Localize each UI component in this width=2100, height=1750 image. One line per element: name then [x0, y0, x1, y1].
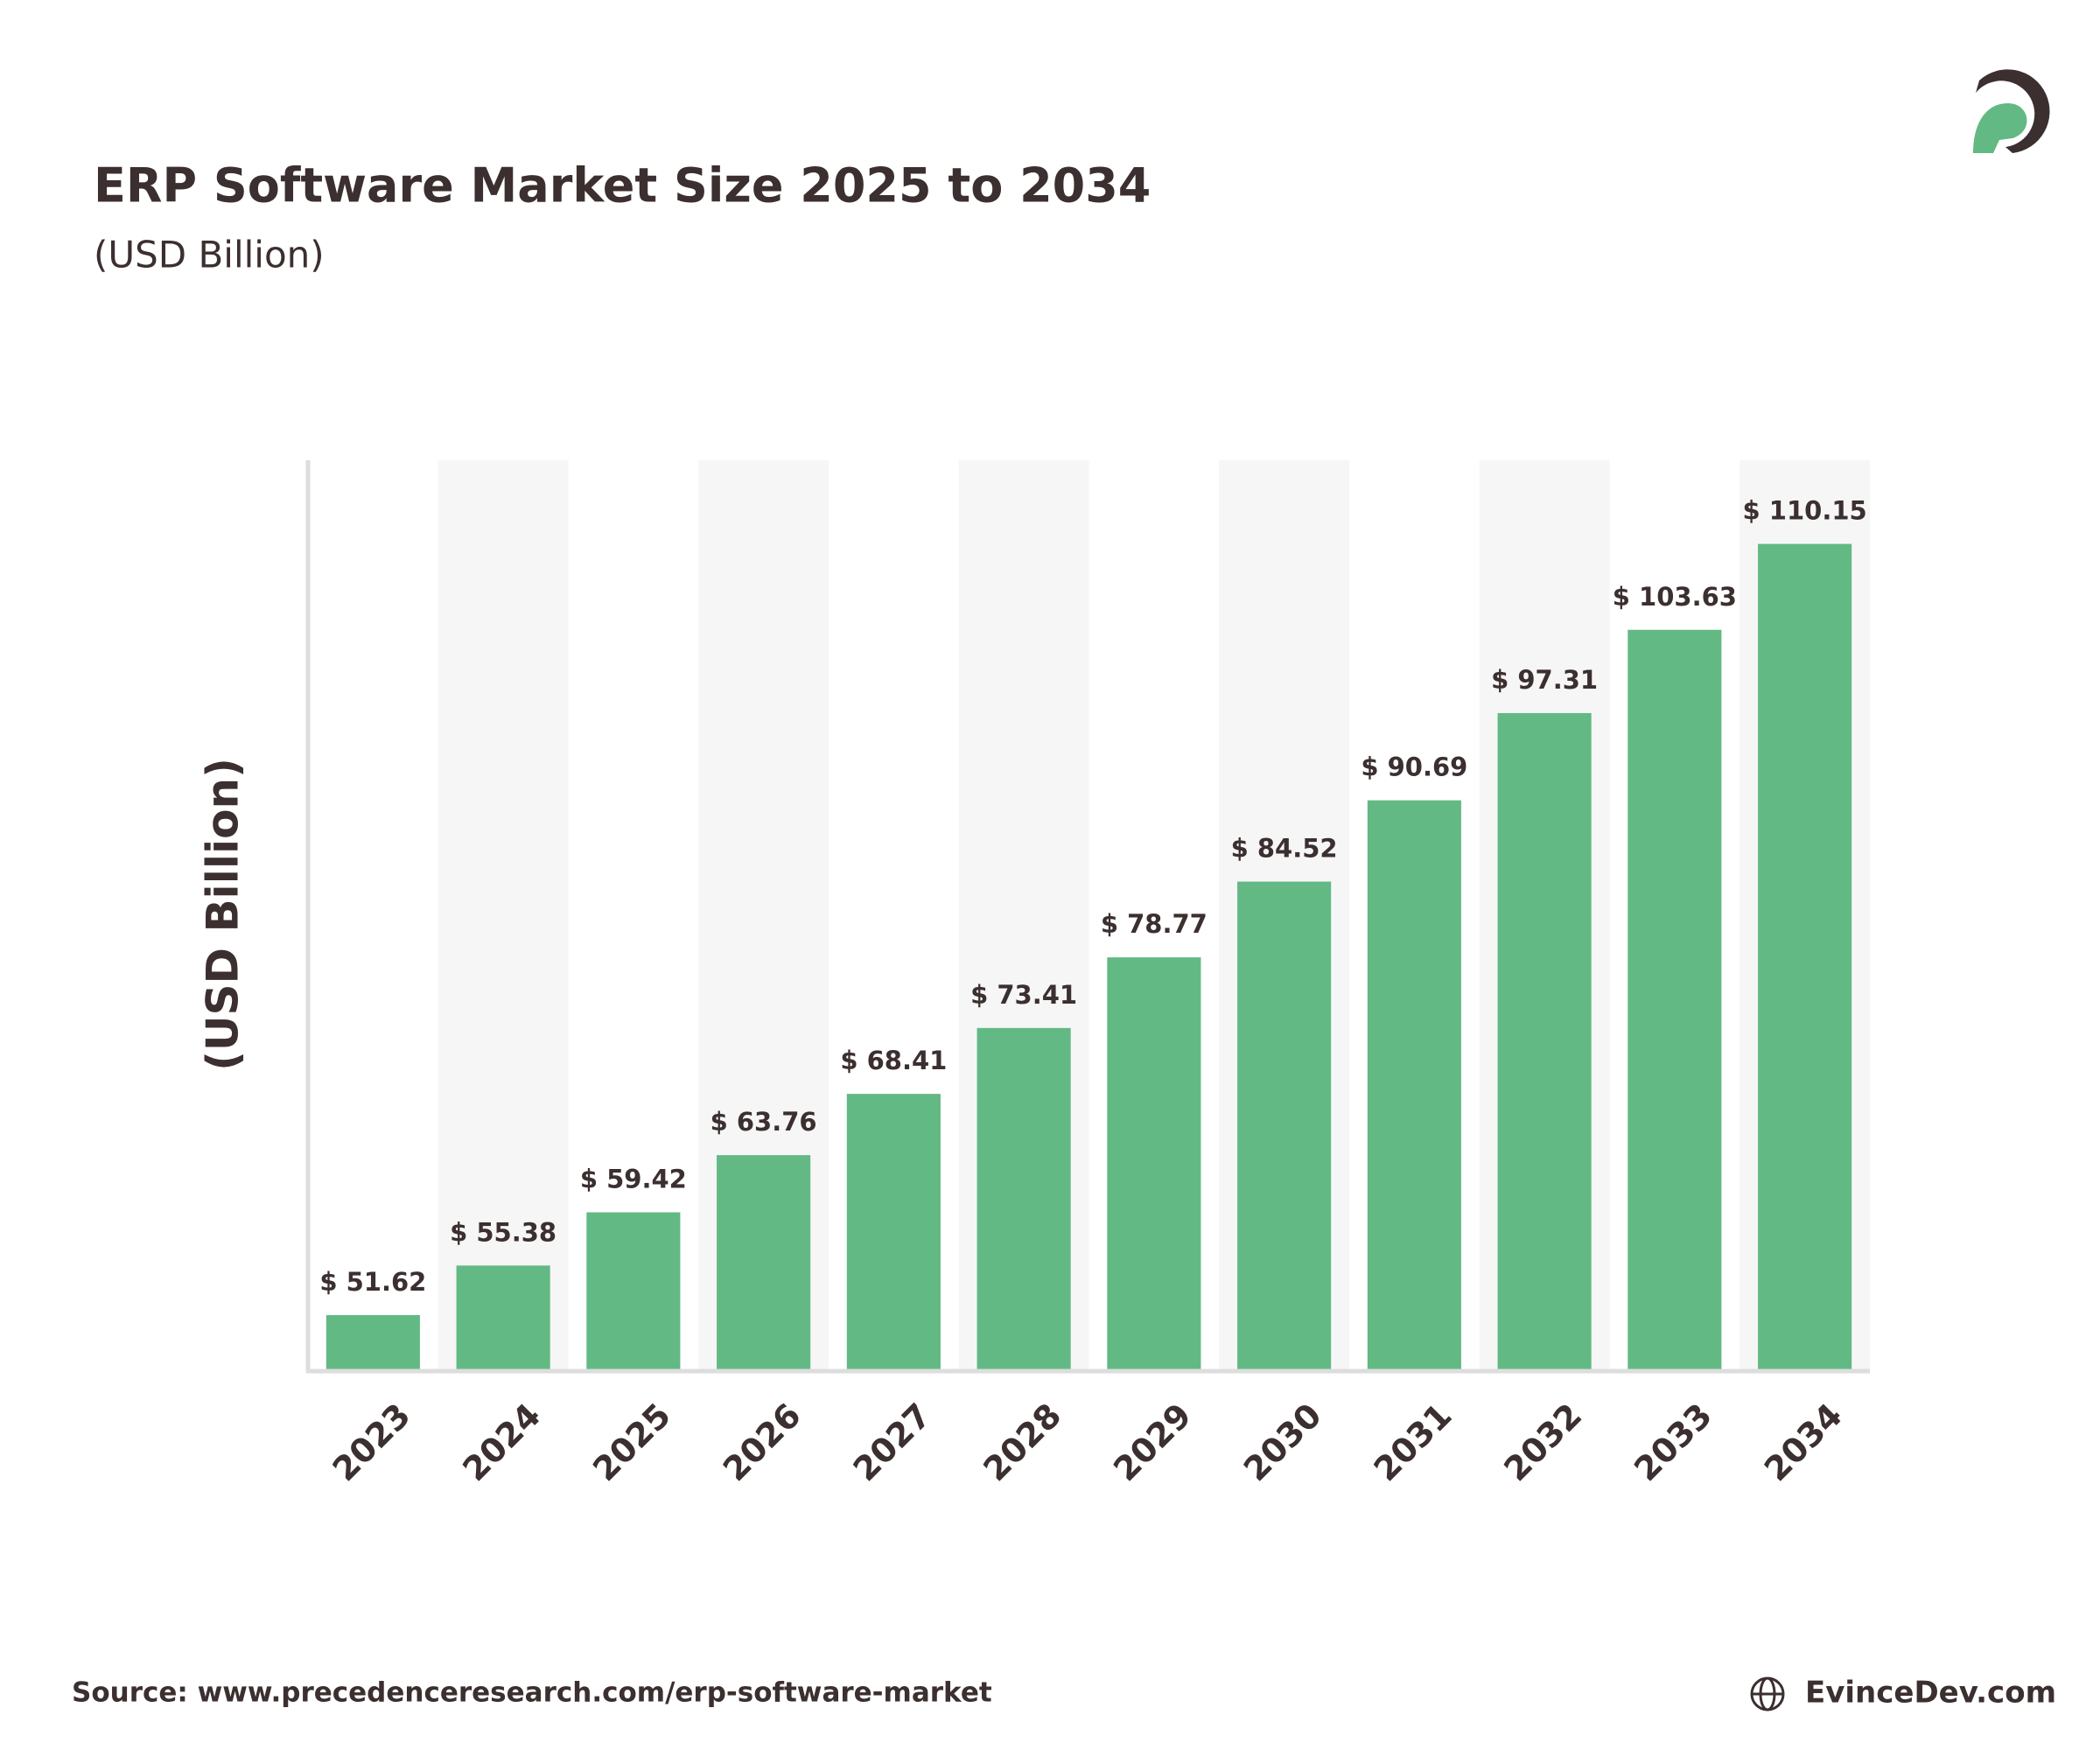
bar — [1237, 881, 1332, 1369]
value-label: $ 103.63 — [1613, 582, 1737, 612]
value-label: $ 90.69 — [1361, 752, 1467, 782]
value-label: $ 97.31 — [1491, 665, 1598, 695]
globe-icon — [1750, 1676, 1785, 1712]
chart-subtitle: (USD Billion) — [94, 234, 325, 276]
source-note: Source: www.precedenceresearch.com/erp-s… — [72, 1677, 992, 1709]
chart-title: ERP Software Market Size 2025 to 2034 — [94, 158, 1151, 214]
x-tick-label: 2032 — [1496, 1396, 1589, 1488]
value-label: $ 51.62 — [319, 1267, 426, 1297]
x-tick-label: 2033 — [1627, 1396, 1719, 1488]
bar — [846, 1094, 941, 1369]
value-label: $ 110.15 — [1743, 496, 1867, 526]
bar — [456, 1265, 550, 1369]
bar — [976, 1027, 1071, 1369]
x-tick-label: 2029 — [1106, 1396, 1199, 1488]
bar — [717, 1155, 811, 1369]
band-shade — [438, 460, 569, 1369]
x-tick-label: 2024 — [455, 1396, 548, 1488]
bar — [1107, 957, 1201, 1369]
x-tick-label: 2034 — [1757, 1396, 1850, 1488]
y-axis-label: (USD Billion) — [198, 758, 248, 1071]
bar — [586, 1212, 681, 1369]
x-tick-label: 2030 — [1236, 1396, 1329, 1488]
bar — [326, 1314, 420, 1369]
value-label: $ 55.38 — [450, 1217, 556, 1247]
value-label: $ 78.77 — [1101, 909, 1208, 939]
bar — [1758, 543, 1852, 1369]
bar — [1497, 712, 1592, 1369]
x-tick-label: 2026 — [716, 1396, 808, 1488]
x-tick-label: 2025 — [585, 1396, 678, 1488]
value-label: $ 63.76 — [710, 1107, 817, 1137]
value-label: $ 68.41 — [840, 1046, 947, 1075]
x-tick-label: 2027 — [846, 1396, 939, 1488]
bar — [1367, 800, 1461, 1369]
value-label: $ 73.41 — [970, 980, 1077, 1010]
logo — [1973, 69, 2050, 153]
bar — [1628, 629, 1722, 1369]
x-tick-label: 2028 — [976, 1396, 1068, 1488]
value-label: $ 84.52 — [1231, 834, 1338, 864]
brand-name: EvinceDev.com — [1805, 1676, 2056, 1711]
x-tick-label: 2031 — [1367, 1396, 1460, 1488]
x-tick-label: 2023 — [326, 1396, 418, 1488]
value-label: $ 59.42 — [580, 1165, 687, 1194]
